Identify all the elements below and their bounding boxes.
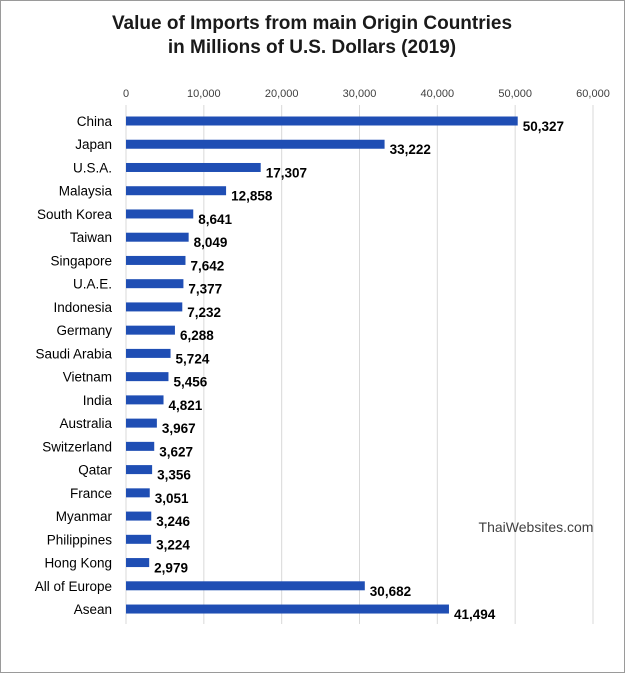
category-labels: China Japan U.S.A. Malaysia South Korea Taiwa…: [35, 114, 113, 617]
value-label: 3,627: [159, 444, 193, 459]
value-label: 3,967: [162, 421, 196, 436]
value-label: 3,246: [156, 514, 190, 529]
bar: [126, 604, 449, 614]
value-label: 41,494: [454, 607, 496, 622]
bar: [126, 372, 169, 382]
category-label: Malaysia: [59, 184, 113, 199]
x-axis-ticks: 0 10,000 20,000 30,000 40,000 50,000 60,000: [123, 88, 610, 100]
bar: [126, 116, 518, 126]
bar: [126, 348, 171, 358]
category-label: Switzerland: [42, 439, 112, 454]
x-tick-label: 60,000: [576, 88, 610, 100]
category-label: China: [77, 114, 113, 129]
value-label: 3,224: [156, 537, 190, 552]
bar: [126, 139, 385, 149]
category-label: All of Europe: [35, 579, 112, 594]
category-label: South Korea: [37, 207, 113, 222]
category-label: Japan: [75, 137, 112, 152]
chart-title-line: Value of Imports from main Origin Countr…: [112, 13, 512, 34]
category-label: Asean: [74, 602, 112, 617]
category-label: Saudi Arabia: [35, 346, 112, 361]
bar: [126, 395, 164, 405]
x-tick-label: 10,000: [187, 88, 221, 100]
category-label: Germany: [56, 323, 112, 338]
value-label: 6,288: [180, 328, 214, 343]
bar: [126, 465, 153, 475]
category-label: Philippines: [47, 532, 113, 547]
bar: [126, 255, 186, 265]
category-label: Singapore: [50, 253, 112, 268]
x-tick-label: 40,000: [421, 88, 455, 100]
value-label: 17,307: [266, 165, 307, 180]
value-label: 12,858: [231, 189, 273, 204]
bar: [126, 279, 184, 289]
value-label: 4,821: [169, 398, 203, 413]
bar: [126, 325, 175, 335]
value-label: 5,456: [173, 375, 207, 390]
bar: [126, 209, 194, 219]
value-label: 8,641: [198, 212, 232, 227]
x-tick-label: 0: [123, 88, 129, 100]
value-label: 8,049: [194, 235, 228, 250]
value-label: 3,356: [157, 468, 191, 483]
category-label: Myanmar: [56, 509, 113, 524]
value-label: 3,051: [155, 491, 189, 506]
bar: [126, 302, 183, 312]
x-tick-label: 50,000: [498, 88, 532, 100]
bars: [126, 116, 518, 614]
watermark: ThaiWebsites.com: [479, 519, 594, 535]
category-label: U.A.E.: [73, 277, 112, 292]
value-label: 5,724: [176, 351, 210, 366]
bar: [126, 418, 157, 428]
value-label: 7,232: [187, 305, 221, 320]
category-label: Taiwan: [70, 230, 112, 245]
category-label: France: [70, 486, 112, 501]
bar: [126, 186, 227, 196]
chart-title-line: in Millions of U.S. Dollars (2019): [168, 37, 456, 58]
category-label: Qatar: [78, 463, 112, 478]
value-label: 2,979: [154, 561, 188, 576]
value-label: 30,682: [370, 584, 411, 599]
bar: [126, 441, 155, 451]
value-labels: 50,327 33,222 17,307 12,858 8,641 8,049 7,642 7…: [154, 119, 564, 622]
category-label: U.S.A.: [73, 160, 112, 175]
chart-title: Value of Imports from main Origin Countr…: [112, 13, 512, 58]
value-label: 33,222: [390, 142, 431, 157]
bar: [126, 511, 152, 521]
category-label: Indonesia: [53, 300, 112, 315]
bar: [126, 162, 261, 172]
x-tick-label: 30,000: [343, 88, 377, 100]
x-tick-label: 20,000: [265, 88, 299, 100]
bar: [126, 232, 189, 242]
bar: [126, 558, 150, 568]
category-label: Hong Kong: [44, 556, 112, 571]
category-label: India: [83, 393, 113, 408]
value-label: 7,642: [190, 258, 224, 273]
value-label: 7,377: [188, 282, 222, 297]
value-label: 50,327: [523, 119, 564, 134]
category-label: Australia: [59, 416, 112, 431]
bar: [126, 581, 365, 591]
bar: [126, 488, 150, 498]
category-label: Vietnam: [63, 370, 112, 385]
bar: [126, 534, 152, 544]
